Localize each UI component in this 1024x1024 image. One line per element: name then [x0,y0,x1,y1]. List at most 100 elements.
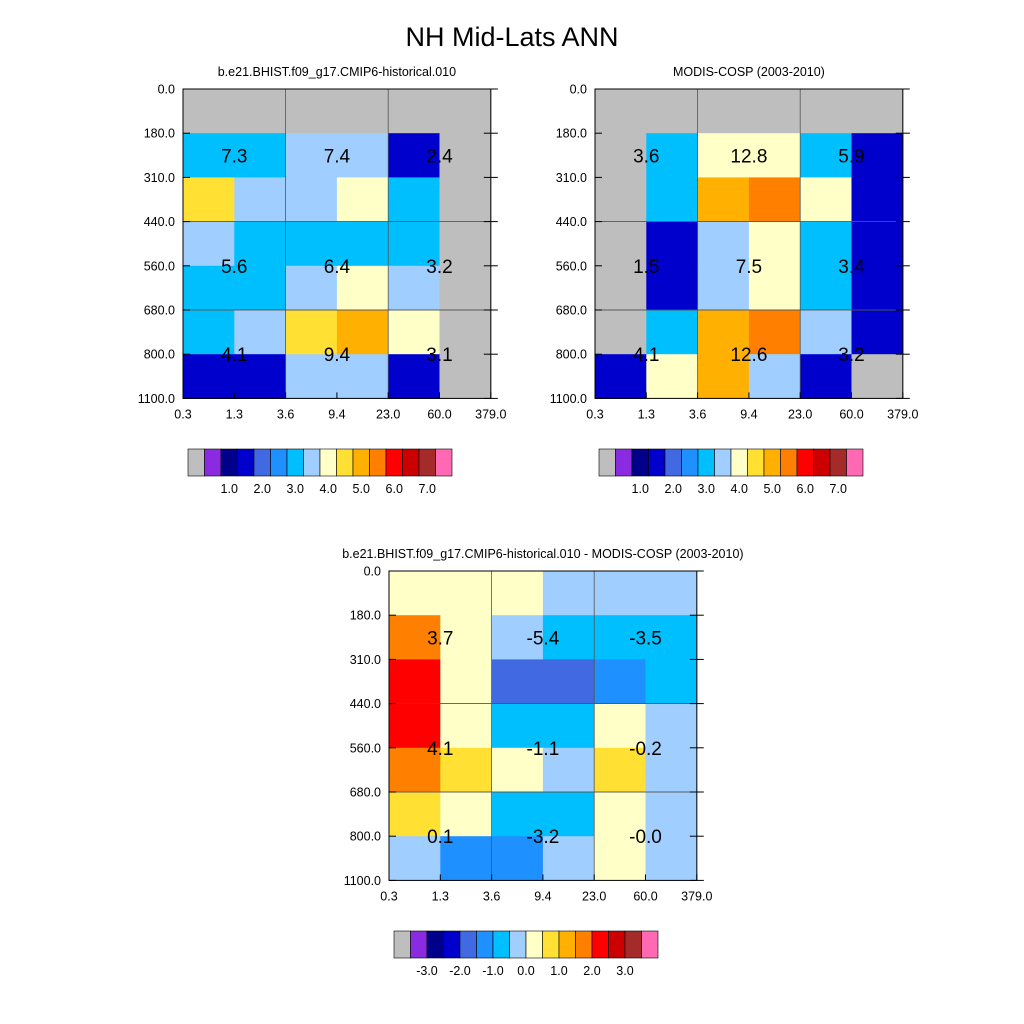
colorbar-swatch [369,448,387,477]
heatmap-cell [851,177,904,223]
colorbar-label: 7.0 [830,482,847,496]
heatmap-cell [800,221,853,267]
x-tick-label: 60.0 [427,407,451,421]
heatmap-cell [697,265,750,311]
heatmap-cell [800,265,853,311]
colorbar-swatch [542,930,560,959]
heatmap-cell [234,89,287,134]
heatmap-cell [389,615,441,660]
colorbar-label: -2.0 [449,964,471,978]
cell-value-label: 6.4 [324,257,351,278]
heatmap-cell [542,571,595,616]
x-tick-label: 379.0 [887,407,918,421]
colorbar-swatch [303,448,321,477]
heatmap-cell [697,310,750,355]
heatmap-cell [336,354,389,399]
heatmap-cell [800,354,853,399]
colorbar-swatch [714,448,732,477]
cell-value-label: 1.5 [633,257,659,278]
colorbar-label: 5.0 [764,482,781,496]
heatmap-cell [336,265,389,311]
cell-value-label: 3.6 [633,146,659,167]
colorbar-label: -3.0 [416,964,438,978]
colorbar-swatch [393,930,411,959]
y-tick-label: 680.0 [350,786,381,800]
heatmap-cell [336,221,389,267]
heatmap-cell [389,747,441,793]
colorbar: 1.0 2.0 3.0 4.0 5.0 6.0 7.0 [187,448,453,496]
colorbar-label: 6.0 [797,482,814,496]
colorbar-swatch [681,448,699,477]
cell-value-label: 12.6 [730,345,767,366]
heatmap-cell [645,571,698,616]
heatmap-cell [645,792,698,837]
colorbar: -3.0 -2.0 -1.0 0.0 1.0 2.0 3.0 [393,930,659,978]
colorbar-swatch [591,930,609,959]
y-tick-label: 440.0 [350,697,381,711]
colorbar-swatch [648,448,666,477]
heatmap-cell [748,177,801,223]
heatmap-cell [851,221,904,267]
cell-value-label: 4.1 [427,739,453,760]
y-tick-label: 0.0 [364,565,381,579]
cell-value-label: -3.2 [527,827,560,848]
y-tick-label: 560.0 [144,259,175,273]
colorbar-swatch [476,930,494,959]
heatmap-cell [336,89,389,134]
heatmap-cell [595,310,647,355]
cell-value-label: 4.1 [221,345,247,366]
heatmap-cell [646,221,699,267]
heatmap-cell [440,703,493,749]
x-tick-label: 1.3 [638,407,655,421]
colorbar-label: 0.0 [517,964,534,978]
heatmap-cell [336,177,389,223]
heatmap-cell [388,89,441,134]
heatmap-cell [491,571,544,616]
panel-title: b.e21.BHIST.f09_g17.CMIP6-historical.010… [342,547,743,561]
figure-title: NH Mid-Lats ANN [405,22,618,52]
heatmap-cell [595,221,647,267]
colorbar-label: 3.0 [698,482,715,496]
heatmap-cell [800,89,853,134]
heatmap-cell [285,221,338,267]
x-tick-label: 3.6 [483,889,500,903]
heatmap-cell [439,89,492,134]
x-tick-label: 0.3 [586,407,603,421]
y-tick-label: 440.0 [556,215,587,229]
heatmap-cell [645,615,698,660]
heatmap-cell [491,747,544,793]
colorbar-swatch [780,448,798,477]
y-tick-label: 310.0 [350,653,381,667]
colorbar-label: 6.0 [386,482,403,496]
heatmap-cell [439,221,492,267]
heatmap-cell [389,571,441,616]
heatmap-cell [542,836,595,881]
colorbar-swatch [443,930,461,959]
colorbar-swatch [525,930,543,959]
colorbar-swatch [641,930,659,959]
heatmap-cell [388,221,441,267]
heatmap-cell [542,792,595,837]
heatmap-cell [183,354,235,399]
heatmap-cell [336,310,389,355]
heatmap-cell [595,354,647,399]
panels: b.e21.BHIST.f09_g17.CMIP6-historical.010… [138,65,919,978]
y-tick-label: 180.0 [350,609,381,623]
heatmap-cell [234,177,287,223]
heatmap-cell [646,89,699,134]
heatmap-cell [645,836,698,881]
x-tick-label: 1.3 [226,407,243,421]
colorbar-swatch [763,448,781,477]
heatmap-cell [645,747,698,793]
heatmap-cell [542,659,595,705]
colorbar-swatch [492,930,510,959]
colorbar-swatch [336,448,354,477]
colorbar-swatch [385,448,403,477]
y-tick-label: 800.0 [144,348,175,362]
heatmap-cell [646,310,699,355]
y-tick-label: 180.0 [556,127,587,141]
heatmap-cell [234,310,287,355]
heatmap-cell [234,221,287,267]
x-tick-label: 60.0 [839,407,863,421]
